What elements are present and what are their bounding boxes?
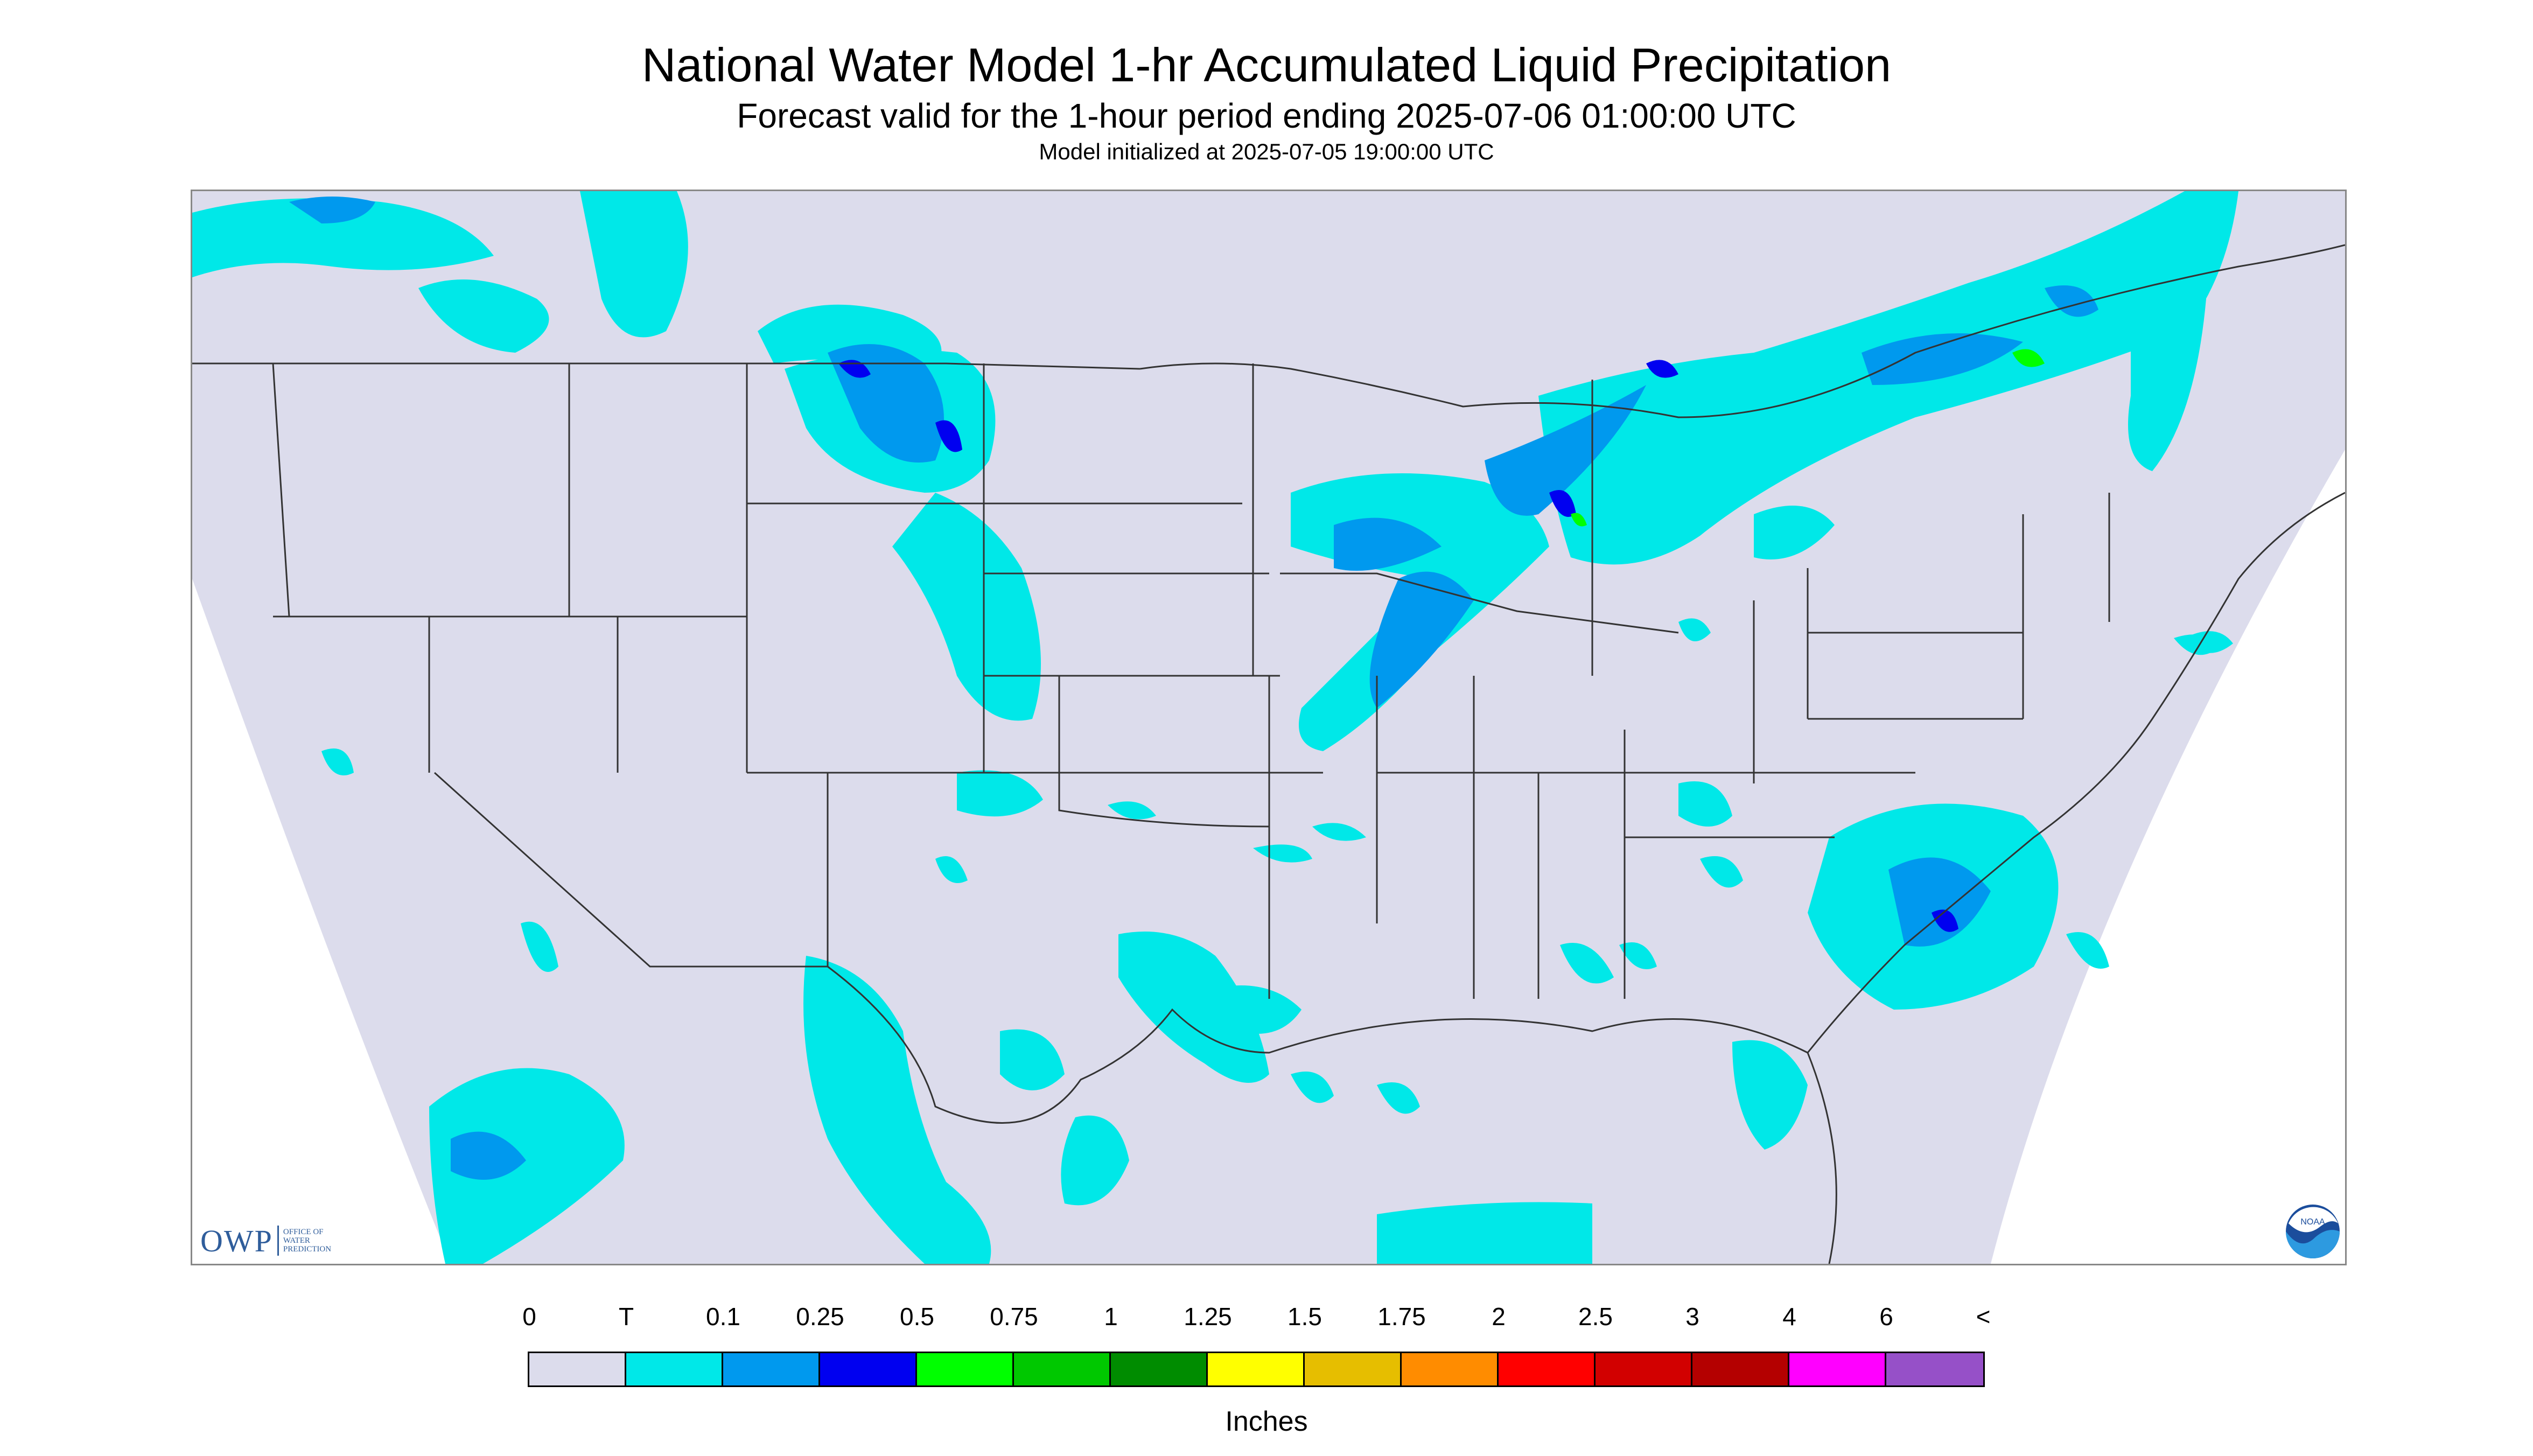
model-init-text: Model initialized at 2025-07-05 19:00:00… [1039,139,1494,164]
legend-swatch [1305,1353,1402,1385]
legend-swatch [1789,1353,1886,1385]
legend-tick-label: 1 [1104,1303,1118,1331]
legend-tick-label: 0.1 [706,1303,740,1331]
legend-swatch [1111,1353,1208,1385]
legend-swatch [723,1353,820,1385]
legend-swatch [1208,1353,1305,1385]
owp-logo-divider [277,1226,279,1256]
legend-tick-label: 3 [1685,1303,1699,1331]
legend-swatch [1499,1353,1596,1385]
legend-tick-label: 1.25 [1184,1303,1232,1331]
legend-swatch [917,1353,1014,1385]
legend-tick-label: 0.75 [990,1303,1038,1331]
precipitation-map [191,190,2347,1265]
legend-tick-label: T [618,1303,634,1331]
legend-tick-label: < [1976,1303,1991,1331]
legend-colorbar [528,1352,1985,1387]
legend-swatch [1402,1353,1499,1385]
map-canvas [192,191,2345,1264]
legend-tick-label: 0.5 [900,1303,934,1331]
legend-tick-label: 0.25 [796,1303,844,1331]
light-precipitation [289,197,2098,1180]
legend-swatch [1596,1353,1692,1385]
legend-swatch [1886,1353,1983,1385]
noaa-logo-text: NOAA [2300,1217,2325,1227]
legend-tick-label: 4 [1782,1303,1796,1331]
moderate-precipitation [838,360,1958,932]
legend-tick-label: 0 [522,1303,536,1331]
legend-tick-label: 1.5 [1288,1303,1322,1331]
owp-logo-text: OWP [200,1223,273,1258]
map-subtitle: Forecast valid for the 1-hour period end… [737,96,1796,135]
legend-swatch [820,1353,917,1385]
legend-tick-label: 2.5 [1578,1303,1613,1331]
legend-tick-label: 2 [1492,1303,1506,1331]
legend-units: Inches [1225,1406,1308,1437]
legend-swatch [1692,1353,1789,1385]
owp-logo: OWP OFFICE OF WATER PREDICTION [200,1223,348,1258]
legend-labels: 0 T 0.1 0.25 0.5 0.75 1 1.25 1.5 1.75 2 2.5 3 4 6 < [0,1302,2533,1334]
owp-logo-subtext: OFFICE OF WATER PREDICTION [283,1228,332,1254]
legend-tick-label: 6 [1879,1303,1893,1331]
political-boundaries [192,244,2345,1264]
noaa-logo: NOAA [2286,1205,2340,1258]
legend-swatch [626,1353,723,1385]
legend-tick-label: 1.75 [1377,1303,1426,1331]
legend-swatch [529,1353,626,1385]
legend-swatch [1014,1353,1111,1385]
map-title: National Water Model 1-hr Accumulated Li… [641,38,1892,92]
heavy-precipitation [1571,349,2045,527]
